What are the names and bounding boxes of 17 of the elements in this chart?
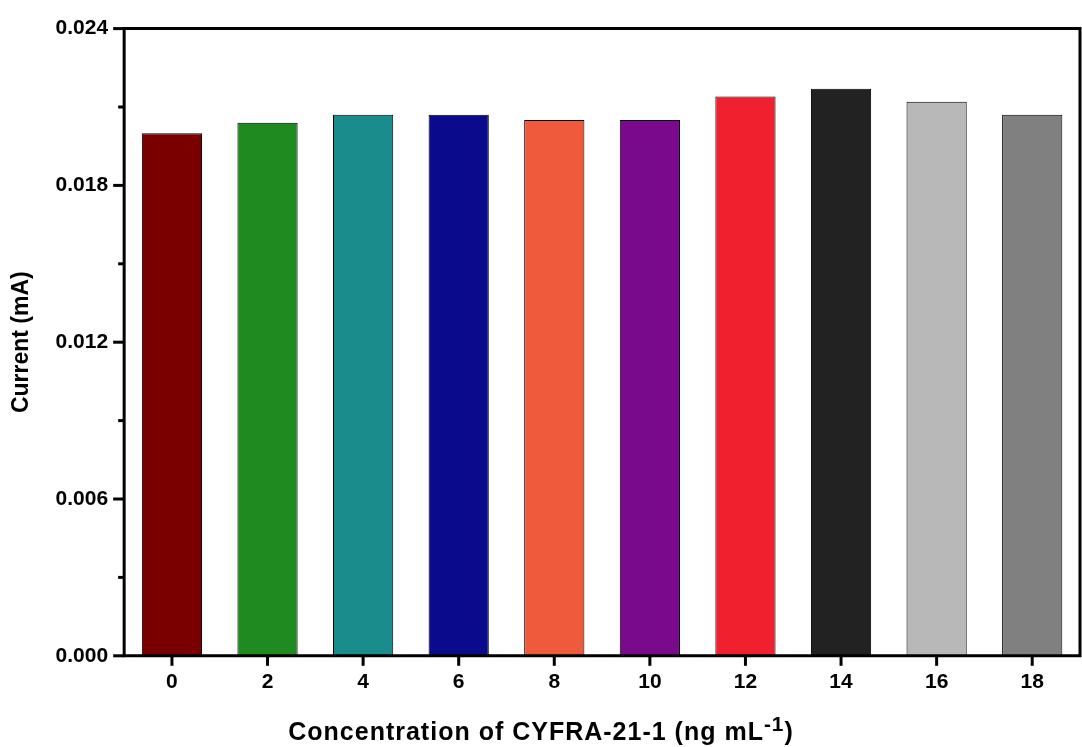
- x-tick-label: 4: [357, 669, 370, 693]
- y-tick-label: 0.006: [55, 485, 109, 509]
- x-tick-label: 6: [452, 669, 465, 693]
- y-axis-title: Current (mA): [7, 271, 34, 414]
- x-tick-label: 10: [638, 669, 662, 693]
- x-tick-label: 2: [261, 669, 274, 693]
- y-tick-label: 0.012: [55, 329, 109, 352]
- y-tick-label: 0.018: [55, 172, 109, 196]
- y-tick-label: 0.000: [55, 642, 109, 666]
- x-tick-label: 16: [924, 669, 949, 693]
- y-tick-label: 0.024: [55, 15, 109, 39]
- x-tick-label: 12: [733, 669, 758, 693]
- x-tick-label: 0: [166, 669, 178, 693]
- x-tick-label: 14: [829, 669, 854, 693]
- x-tick-label: 8: [548, 669, 561, 693]
- x-tick-label: 18: [1020, 669, 1045, 693]
- x-axis-title: Concentration of CYFRA-21-1 (ng mL$^{-1}$): [287, 712, 795, 747]
